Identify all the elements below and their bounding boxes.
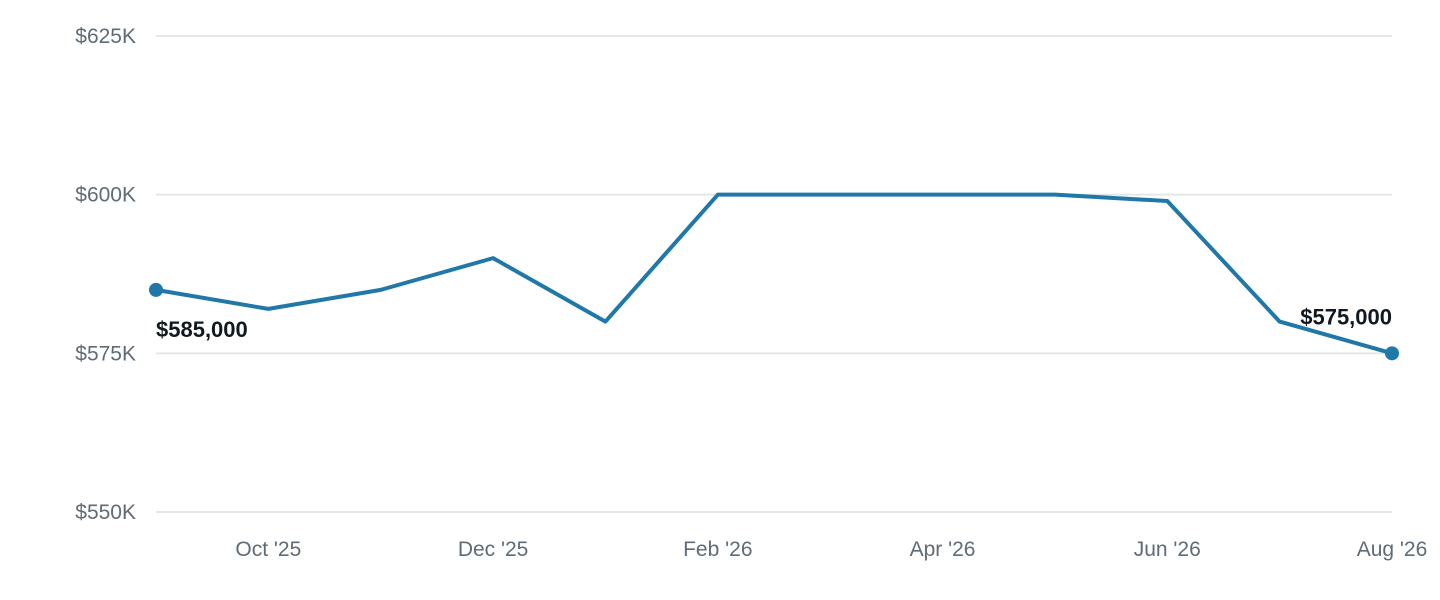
x-tick-label: Feb '26 bbox=[683, 538, 752, 561]
series-line bbox=[154, 192, 1394, 356]
data-point-marker bbox=[1385, 346, 1399, 361]
y-axis-ticks: $625K $600K $575K $550K bbox=[75, 25, 136, 524]
data-labels: $585,000 $575,000 bbox=[156, 304, 1392, 342]
y-tick-label: $575K bbox=[75, 342, 136, 365]
markers bbox=[149, 282, 1399, 361]
data-label: $575,000 bbox=[1300, 304, 1392, 329]
x-tick-label: Apr '26 bbox=[910, 538, 976, 561]
x-tick-label: Aug '26 bbox=[1357, 538, 1428, 561]
x-tick-label: Dec '25 bbox=[458, 538, 529, 561]
gridlines bbox=[156, 35, 1392, 513]
x-axis-ticks: Oct '25 Dec '25 Feb '26 Apr '26 Jun '26 Aug '… bbox=[235, 538, 1427, 561]
x-tick-label: Oct '25 bbox=[235, 538, 301, 561]
y-tick-label: $625K bbox=[75, 25, 136, 48]
y-tick-label: $550K bbox=[75, 501, 136, 524]
data-point-marker bbox=[149, 282, 163, 297]
series-layer bbox=[154, 192, 1394, 356]
y-tick-label: $600K bbox=[75, 184, 136, 207]
data-label: $585,000 bbox=[156, 317, 248, 342]
x-tick-label: Jun '26 bbox=[1134, 538, 1201, 561]
